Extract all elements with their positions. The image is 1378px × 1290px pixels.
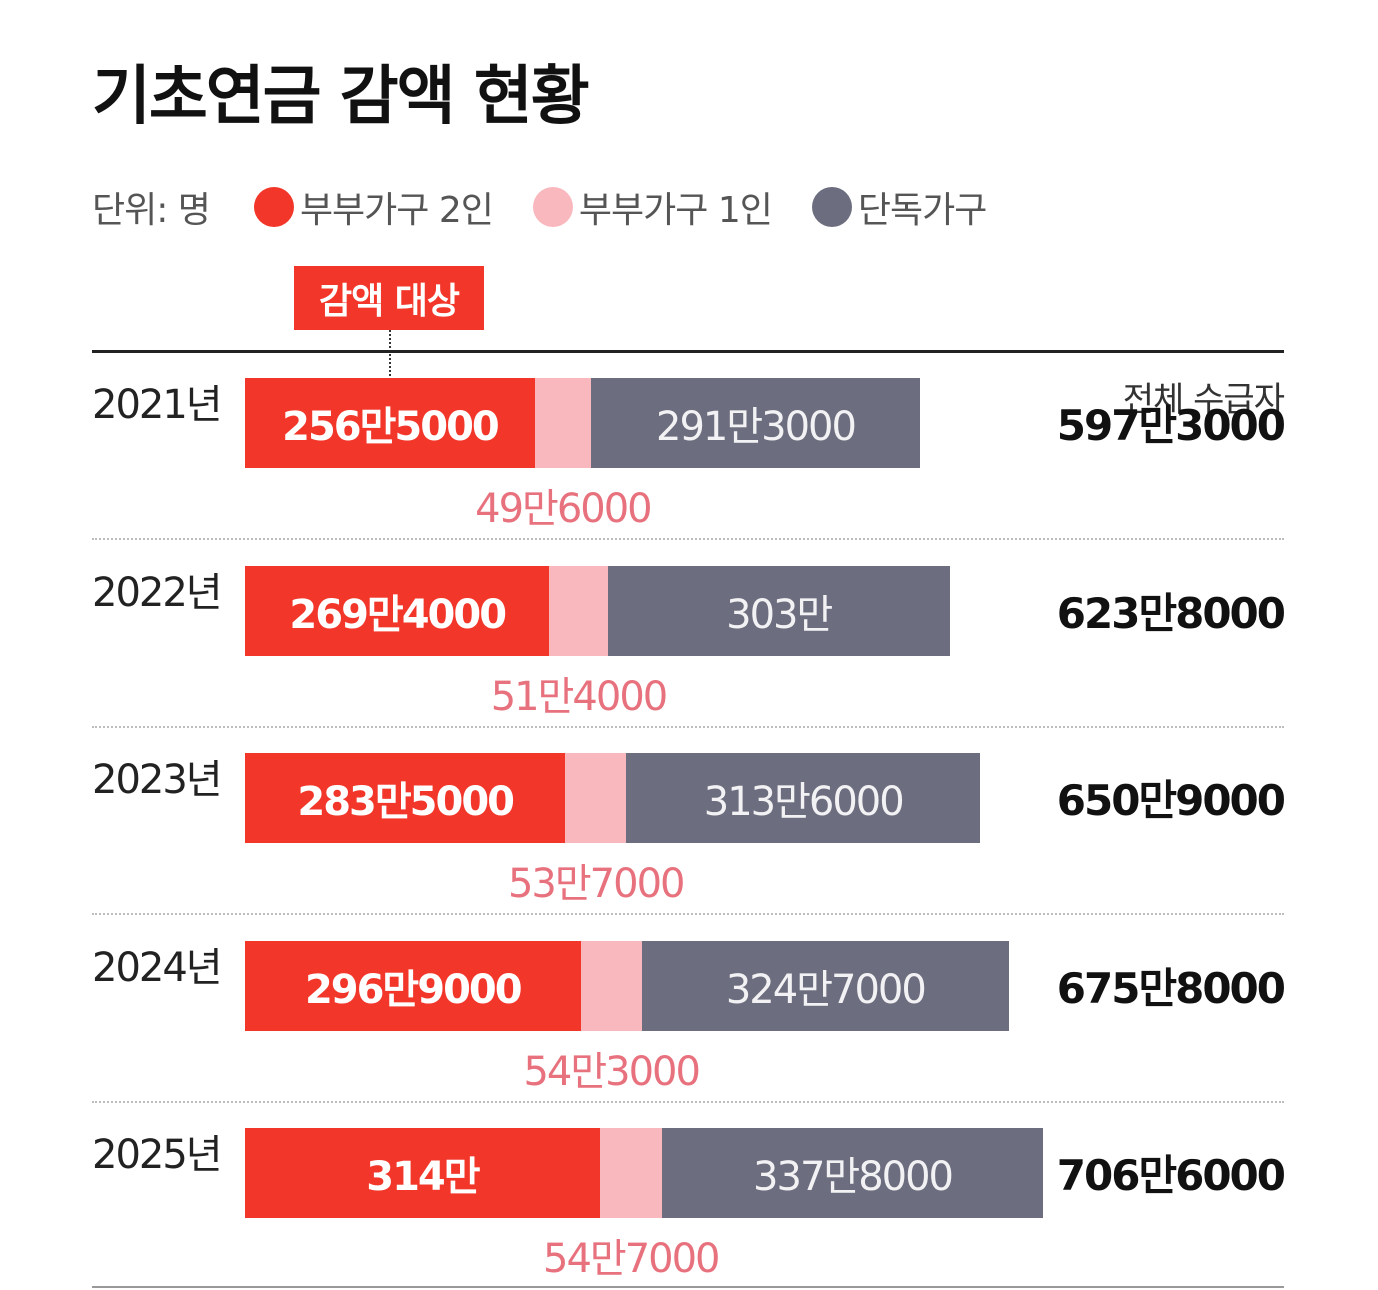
legend-swatch-couple-2 bbox=[253, 187, 294, 227]
legend-label-couple-2: 부부가구 2인 bbox=[299, 190, 494, 231]
total-value: 597만3000 bbox=[1056, 401, 1286, 450]
data-label-single: 303만 bbox=[726, 592, 833, 638]
total-recipients-label: 전체 수급자 bbox=[1122, 380, 1285, 420]
bar-segment-single: 337만8000 bbox=[661, 1128, 1044, 1218]
stacked-bar: 256만5000 291만3000 bbox=[245, 378, 921, 468]
unit-label: 단위: 명 bbox=[92, 190, 211, 231]
legend-item-single: 단독가구 bbox=[811, 181, 987, 233]
bar-segment-couple-1 bbox=[549, 566, 608, 656]
data-label-couple-2: 314만 bbox=[366, 1154, 480, 1200]
top-rule bbox=[92, 350, 1284, 353]
year-label: 2022년 bbox=[92, 570, 223, 616]
chart-row: 2024년 54만3000 296만9000 324만7000 675만8000 bbox=[0, 915, 1378, 1103]
data-label-single: 313만6000 bbox=[703, 779, 905, 825]
bar-segment-couple-1 bbox=[599, 1128, 662, 1218]
bar-segment-couple-2: 296만9000 bbox=[245, 941, 581, 1031]
page-title: 기초연금 감액 현황 bbox=[92, 60, 590, 134]
bar-segment-single: 291만3000 bbox=[590, 378, 921, 468]
legend: 단위: 명 부부가구 2인 부부가구 1인 단독가구 bbox=[92, 182, 1026, 232]
total-value: 623만8000 bbox=[1056, 589, 1286, 638]
total-value: 650만9000 bbox=[1056, 776, 1286, 825]
row-separator bbox=[92, 1101, 1284, 1103]
bar-segment-couple-2: 256만5000 bbox=[245, 378, 535, 468]
bar-segment-couple-2: 283만5000 bbox=[245, 753, 566, 843]
row-separator bbox=[92, 538, 1284, 540]
legend-label-single: 단독가구 bbox=[857, 190, 987, 231]
data-label-couple-1: 49만6000 bbox=[475, 486, 652, 532]
data-label-couple-2: 256만5000 bbox=[282, 404, 500, 450]
data-label-couple-2: 283만5000 bbox=[297, 779, 515, 825]
bottom-rule bbox=[92, 1286, 1284, 1288]
data-label-couple-2: 269만4000 bbox=[289, 592, 507, 638]
chart-row: 2023년 53만7000 283만5000 313만6000 650만9000 bbox=[0, 727, 1378, 915]
legend-swatch-single bbox=[811, 187, 852, 227]
bar-segment-single: 324만7000 bbox=[641, 941, 1009, 1031]
data-label-couple-1: 51만4000 bbox=[490, 674, 668, 720]
legend-label-couple-1: 부부가구 1인 bbox=[578, 190, 773, 231]
bar-segment-single: 303만 bbox=[607, 566, 950, 656]
row-separator bbox=[92, 913, 1284, 915]
year-label: 2021년 bbox=[92, 382, 223, 428]
bar-segment-couple-1 bbox=[565, 753, 627, 843]
data-label-single: 337만8000 bbox=[753, 1154, 954, 1200]
stacked-bar: 296만9000 324만7000 bbox=[245, 941, 1009, 1031]
data-label-couple-1: 54만7000 bbox=[543, 1236, 720, 1282]
year-label: 2023년 bbox=[92, 757, 223, 803]
bar-segment-couple-1 bbox=[580, 941, 642, 1031]
reduction-target-badge: 감액 대상 bbox=[294, 266, 484, 330]
bar-segment-couple-1 bbox=[534, 378, 591, 468]
data-label-couple-1: 53만7000 bbox=[507, 861, 685, 907]
bar-segment-single: 313만6000 bbox=[626, 753, 981, 843]
chart-row: 2025년 54만7000 314만 337만8000 706만6000 bbox=[0, 1102, 1378, 1290]
chart-row: 2022년 51만4000 269만4000 303만 623만8000 bbox=[0, 540, 1378, 728]
total-value: 706만6000 bbox=[1056, 1151, 1286, 1200]
legend-item-couple-1: 부부가구 1인 bbox=[532, 181, 773, 233]
row-separator bbox=[92, 726, 1284, 728]
data-label-couple-1: 54만3000 bbox=[523, 1049, 700, 1095]
year-label: 2025년 bbox=[92, 1132, 223, 1178]
stacked-bar: 283만5000 313만6000 bbox=[245, 753, 981, 843]
year-label: 2024년 bbox=[92, 945, 223, 991]
data-label-single: 291만3000 bbox=[656, 404, 857, 450]
badge-pointer-line bbox=[389, 330, 391, 392]
legend-swatch-couple-1 bbox=[532, 187, 573, 227]
legend-item-couple-2: 부부가구 2인 bbox=[253, 181, 494, 233]
data-label-couple-2: 296만9000 bbox=[304, 967, 523, 1013]
data-label-single: 324만7000 bbox=[725, 967, 927, 1013]
bar-segment-couple-2: 314만 bbox=[245, 1128, 600, 1218]
stacked-bar: 269만4000 303만 bbox=[245, 566, 950, 656]
chart-row: 2021년 49만6000 256만5000 291만3000 597만3000 bbox=[0, 352, 1378, 540]
stacked-bar: 314만 337만8000 bbox=[245, 1128, 1044, 1218]
bar-segment-couple-2: 269만4000 bbox=[245, 566, 550, 656]
total-value: 675만8000 bbox=[1056, 964, 1286, 1013]
